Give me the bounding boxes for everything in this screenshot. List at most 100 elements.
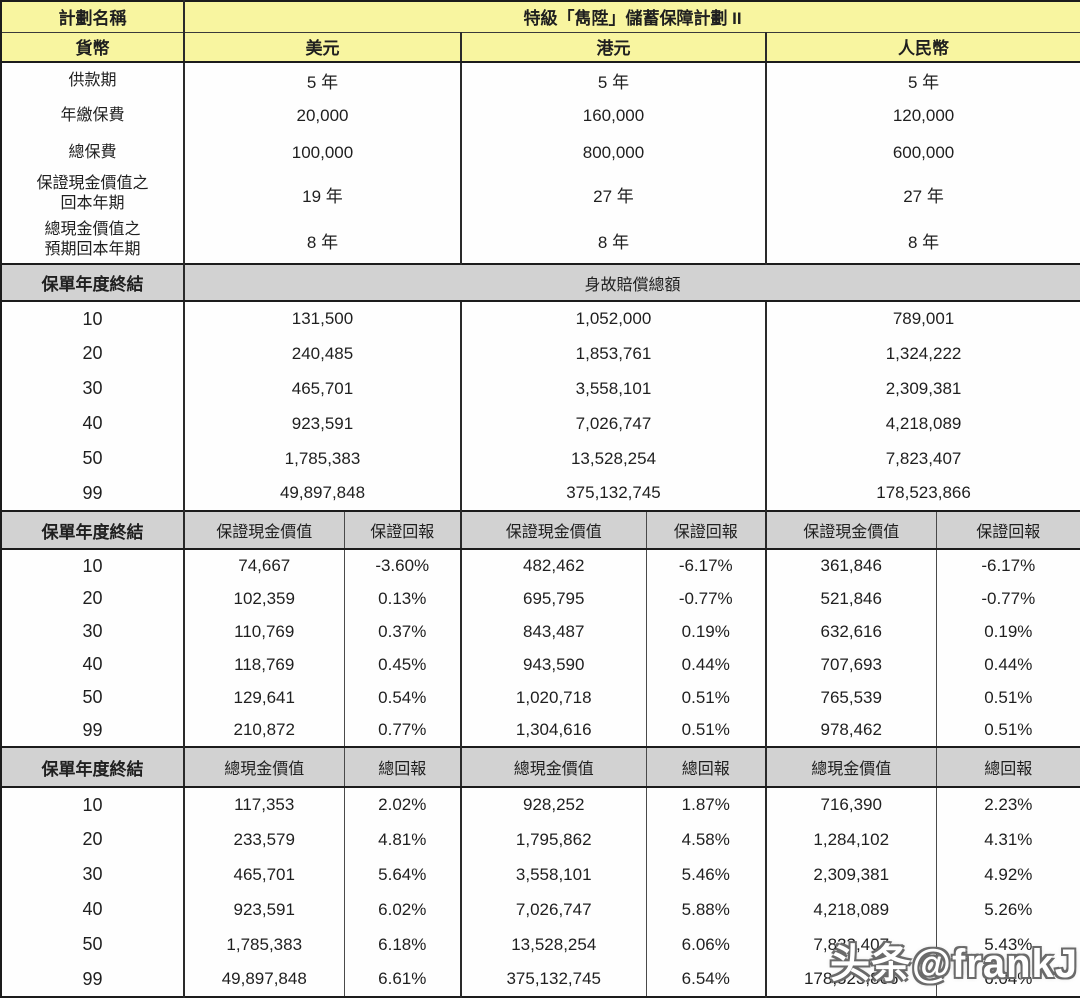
value-cell: 4,218,089 bbox=[764, 406, 1080, 441]
value-cell: 6.06% bbox=[645, 927, 766, 962]
section-header-row: 保單年度終結 總現金價值 總回報 總現金價值 總回報 總現金價值 總回報 bbox=[1, 746, 1080, 788]
policy-year-cell: 10 bbox=[82, 794, 103, 815]
value-cell: 74,667 bbox=[183, 549, 344, 582]
value-cell: 20,000 bbox=[183, 98, 461, 134]
table-row: 10 131,500 1,052,000 789,001 bbox=[1, 301, 1080, 336]
value-cell: 361,846 bbox=[765, 549, 936, 582]
column-header: 保證回報 bbox=[645, 510, 766, 550]
value-cell: 6.18% bbox=[343, 927, 461, 962]
value-cell: 5 年 bbox=[183, 62, 461, 98]
value-cell: 0.51% bbox=[935, 714, 1080, 747]
value-cell: 49,897,848 bbox=[183, 476, 461, 511]
value-cell: 1,785,383 bbox=[183, 441, 461, 476]
column-header: 總回報 bbox=[343, 746, 461, 788]
value-cell: 765,539 bbox=[765, 681, 936, 714]
currency-label: 貨幣 bbox=[1, 32, 184, 63]
value-cell: 2.02% bbox=[343, 787, 461, 822]
policy-year-cell: 50 bbox=[82, 934, 103, 954]
plan-name-value: 特級「雋陞」儲蓄保障計劃 II bbox=[182, 1, 1080, 33]
table-row: 40 923,591 6.02% 7,026,747 5.88% 4,218,089 5.2… bbox=[1, 892, 1080, 927]
value-cell: 102,359 bbox=[183, 582, 344, 615]
column-header: 總現金價值 bbox=[765, 746, 936, 788]
policy-year-cell: 50 bbox=[82, 687, 103, 707]
value-cell: 27 年 bbox=[460, 171, 766, 217]
policy-year-cell: 10 bbox=[82, 308, 103, 329]
value-cell: 118,769 bbox=[183, 648, 344, 681]
value-cell: 8 年 bbox=[460, 217, 766, 264]
value-cell: 0.44% bbox=[645, 648, 766, 681]
value-cell: 0.51% bbox=[645, 714, 766, 747]
policy-year-cell: 30 bbox=[82, 378, 103, 398]
value-cell: 5.88% bbox=[645, 892, 766, 927]
value-cell: 4.58% bbox=[645, 822, 766, 857]
row-label: 年繳保費 bbox=[60, 107, 125, 124]
value-cell: 2,309,381 bbox=[765, 857, 936, 892]
table-row: 50 1,785,383 13,528,254 7,823,407 bbox=[1, 441, 1080, 476]
table-row: 計劃名稱 特級「雋陞」儲蓄保障計劃 II bbox=[1, 1, 1080, 33]
value-cell: 8 年 bbox=[764, 217, 1080, 264]
value-cell: 843,487 bbox=[460, 615, 646, 648]
table-row: 保證現金價值之 回本年期 19 年 27 年 27 年 bbox=[1, 171, 1080, 217]
total-cash-value-section: 10 117,353 2.02% 928,252 1.87% 716,390 2.23% 20… bbox=[1, 787, 1080, 997]
policy-year-cell: 40 bbox=[82, 654, 103, 674]
table-row: 10 117,353 2.02% 928,252 1.87% 716,390 2.23% bbox=[1, 787, 1080, 822]
value-cell: 789,001 bbox=[764, 301, 1080, 336]
policy-year-header: 保單年度終結 bbox=[1, 510, 184, 550]
value-cell: 27 年 bbox=[764, 171, 1080, 217]
column-header: 總現金價值 bbox=[183, 746, 344, 788]
policy-year-cell: 99 bbox=[82, 482, 103, 503]
value-cell: 5.46% bbox=[645, 857, 766, 892]
value-cell: 0.37% bbox=[343, 615, 461, 648]
value-cell: 178,523,866 bbox=[765, 962, 936, 997]
policy-year-cell: 20 bbox=[82, 829, 103, 849]
section-header-row: 保單年度終結 身故賠償總額 bbox=[1, 263, 1080, 302]
table-row: 30 465,701 3,558,101 2,309,381 bbox=[1, 371, 1080, 406]
value-cell: 1,785,383 bbox=[183, 927, 344, 962]
value-cell: 13,528,254 bbox=[460, 441, 766, 476]
value-cell: 7,026,747 bbox=[460, 892, 646, 927]
table-row: 99 49,897,848 375,132,745 178,523,866 bbox=[1, 476, 1080, 511]
value-cell: 1,304,616 bbox=[460, 714, 646, 747]
policy-year-cell: 10 bbox=[82, 555, 103, 576]
row-label: 供款期 bbox=[68, 71, 117, 89]
value-cell: 240,485 bbox=[183, 336, 461, 371]
value-cell: 800,000 bbox=[460, 134, 766, 171]
currency-usd-header: 美元 bbox=[183, 32, 461, 63]
value-cell: -6.17% bbox=[645, 549, 766, 582]
value-cell: 1,284,102 bbox=[765, 822, 936, 857]
value-cell: 6.04% bbox=[935, 962, 1080, 997]
value-cell: 100,000 bbox=[183, 134, 461, 171]
value-cell: 4,218,089 bbox=[765, 892, 936, 927]
table-row: 10 74,667 -3.60% 482,462 -6.17% 361,846 -6.17% bbox=[1, 549, 1080, 582]
value-cell: 117,353 bbox=[183, 787, 344, 822]
value-cell: 0.45% bbox=[343, 648, 461, 681]
value-cell: 1.87% bbox=[645, 787, 766, 822]
policy-year-header: 保單年度終結 bbox=[1, 263, 184, 302]
value-cell: 923,591 bbox=[183, 406, 461, 441]
table-row: 總現金價值之 預期回本年期 8 年 8 年 8 年 bbox=[1, 217, 1080, 264]
currency-hkd-header: 港元 bbox=[460, 32, 766, 63]
value-cell: 3,558,101 bbox=[460, 857, 646, 892]
value-cell: 7,823,407 bbox=[764, 441, 1080, 476]
value-cell: 131,500 bbox=[183, 301, 461, 336]
value-cell: 19 年 bbox=[183, 171, 461, 217]
value-cell: 8 年 bbox=[183, 217, 461, 264]
column-header: 總現金價值 bbox=[460, 746, 646, 788]
value-cell: 3,558,101 bbox=[460, 371, 766, 406]
policy-year-cell: 20 bbox=[82, 343, 103, 363]
value-cell: 178,523,866 bbox=[764, 476, 1080, 511]
column-header: 保證現金價值 bbox=[460, 510, 646, 550]
column-header: 保證回報 bbox=[935, 510, 1080, 550]
value-cell: 1,795,862 bbox=[460, 822, 646, 857]
value-cell: 210,872 bbox=[183, 714, 344, 747]
table-row: 50 1,785,383 6.18% 13,528,254 6.06% 7,823,407… bbox=[1, 927, 1080, 962]
table-row: 30 110,769 0.37% 843,487 0.19% 632,616 0.19% bbox=[1, 615, 1080, 648]
value-cell: 482,462 bbox=[460, 549, 646, 582]
column-header: 保證回報 bbox=[343, 510, 461, 550]
value-cell: 110,769 bbox=[183, 615, 344, 648]
policy-year-header: 保單年度終結 bbox=[1, 746, 184, 788]
column-header: 保證現金價值 bbox=[765, 510, 936, 550]
column-header: 總回報 bbox=[935, 746, 1080, 788]
value-cell: 0.44% bbox=[935, 648, 1080, 681]
